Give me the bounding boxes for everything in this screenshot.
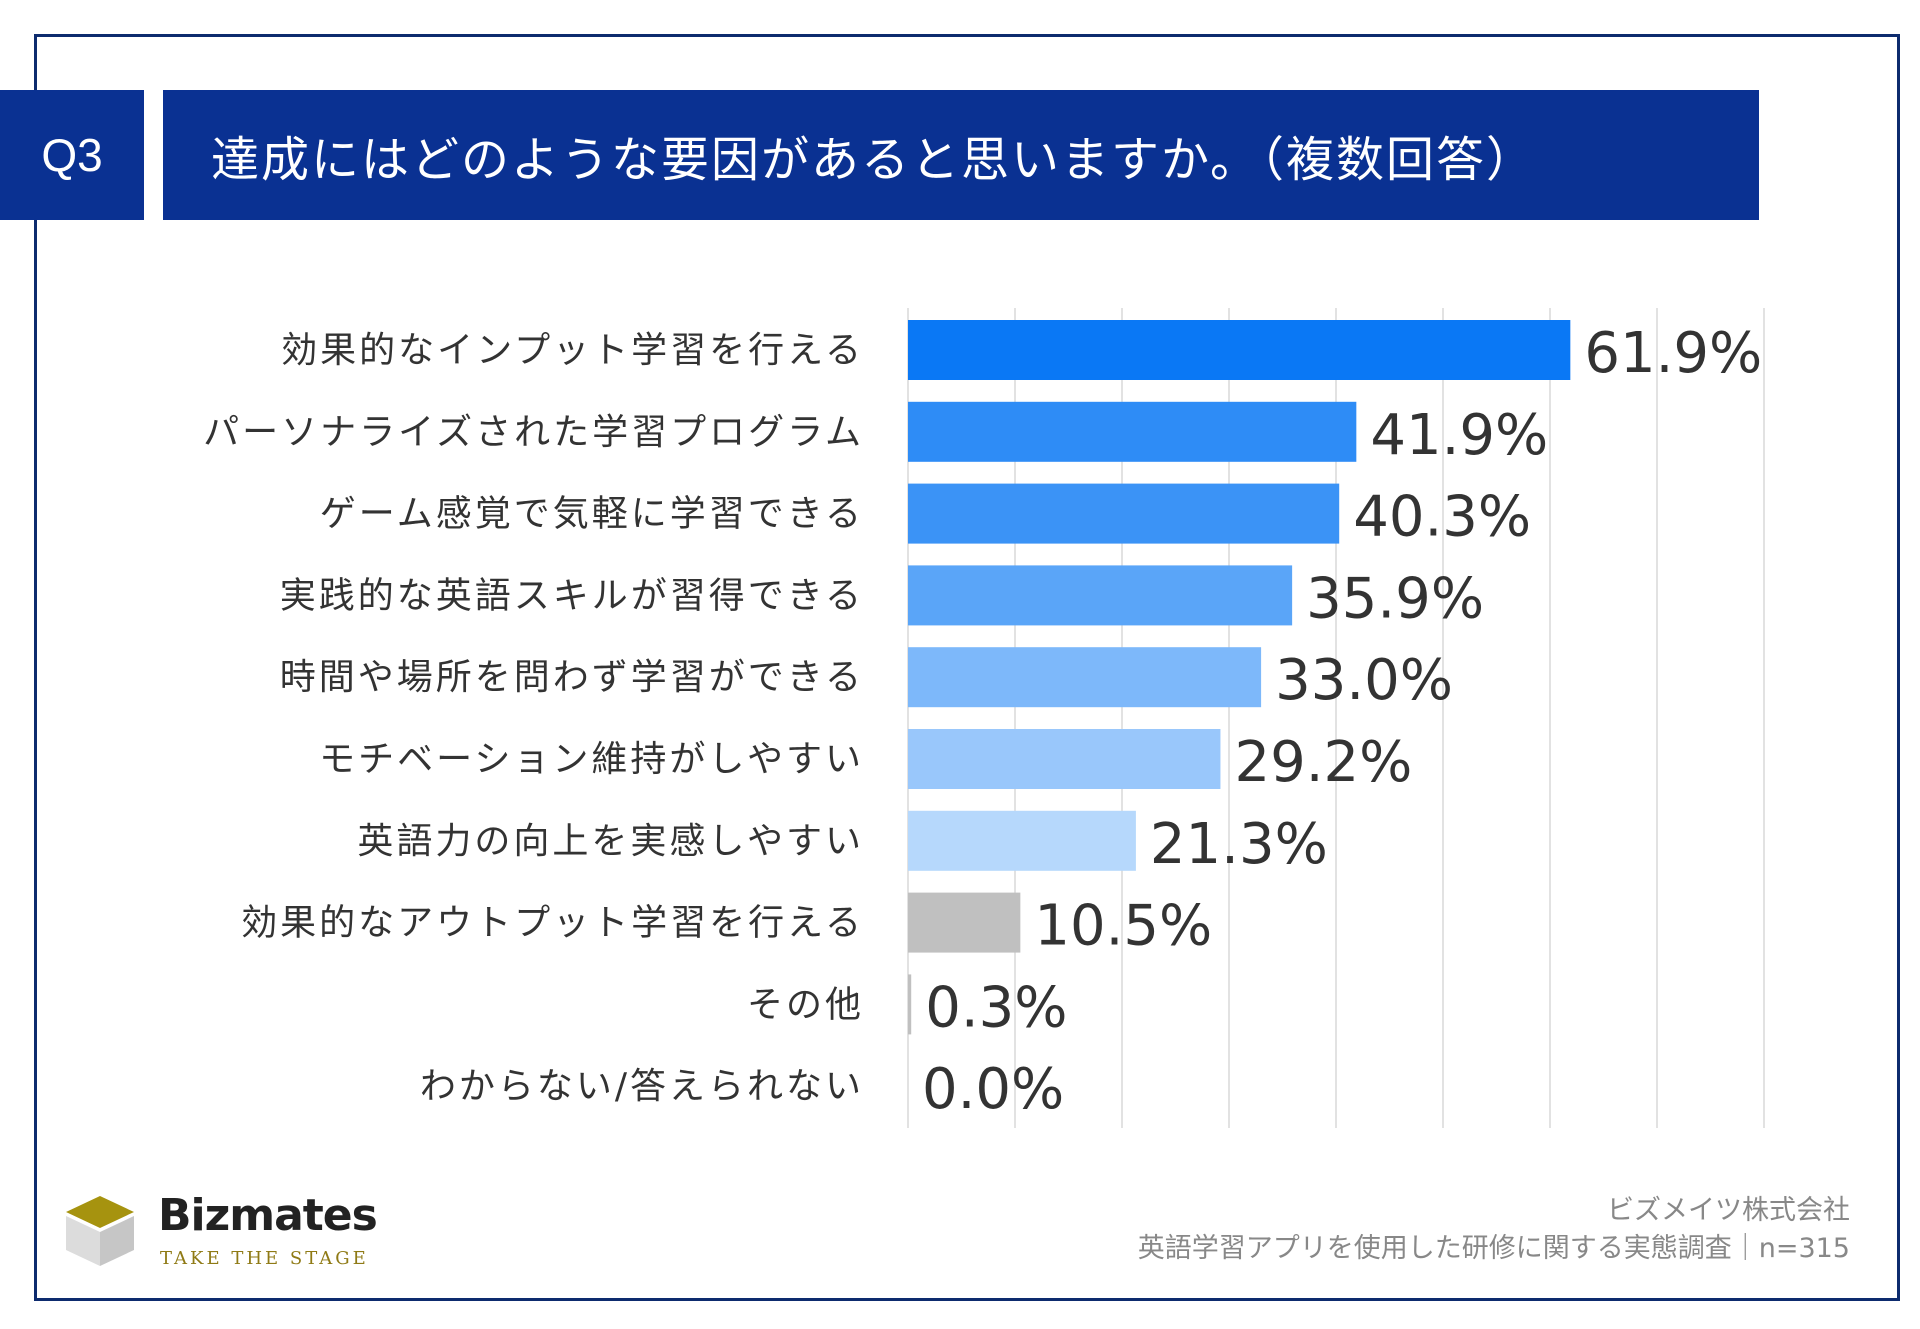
value-label: 0.3% [925, 975, 1067, 1040]
brand-tagline: TAKE THE STAGE [160, 1248, 369, 1269]
value-label: 10.5% [1034, 894, 1212, 959]
value-label: 61.9% [1584, 321, 1762, 386]
bar [908, 647, 1262, 708]
bar [908, 810, 1136, 871]
bar [908, 974, 912, 1035]
category-label: わからない/答えられない [420, 1066, 864, 1107]
bar [908, 565, 1293, 626]
value-label: 21.3% [1150, 812, 1328, 877]
category-label: その他 [747, 984, 864, 1025]
brand-name: Bizmates [158, 1190, 378, 1241]
category-label: ゲーム感覚で気軽に学習できる [320, 494, 864, 535]
category-label: 実践的な英語スキルが習得できる [280, 575, 864, 616]
value-label: 40.3% [1353, 485, 1531, 550]
value-label: 41.9% [1370, 403, 1548, 468]
source-survey: 英語学習アプリを使用した研修に関する実態調査｜n=315 [1137, 1233, 1850, 1264]
category-label: パーソナライズされた学習プログラム [203, 412, 864, 453]
bar [908, 320, 1571, 380]
question-number-badge: Q3 [0, 90, 144, 220]
value-label: 29.2% [1234, 730, 1412, 795]
value-label: 33.0% [1275, 648, 1453, 713]
chart-frame [34, 34, 1900, 1301]
source-note: ビズメイツ株式会社 英語学習アプリを使用した研修に関する実態調査｜n=315 [1138, 1192, 1850, 1268]
category-label: 効果的なアウトプット学習を行える [241, 903, 864, 944]
bar [908, 401, 1357, 462]
bar [908, 729, 1221, 789]
category-label: 英語力の向上を実感しやすい [357, 821, 864, 862]
category-label: モチベーション維持がしやすい [319, 739, 864, 780]
bizmates-logo: Bizmates TAKE THE STAGE [66, 1190, 386, 1270]
source-company: ビズメイツ株式会社 [1607, 1195, 1850, 1226]
bar [908, 892, 1021, 953]
category-label: 時間や場所を問わず学習ができる [280, 657, 864, 698]
logo-cube-icon [66, 1196, 134, 1266]
value-label: 0.0% [922, 1057, 1064, 1122]
bar [908, 483, 1340, 544]
category-label: 効果的なインプット学習を行える [281, 330, 864, 371]
value-label: 35.9% [1306, 566, 1484, 631]
question-title: 達成にはどのような要因があると思いますか。（複数回答） [163, 90, 1759, 220]
